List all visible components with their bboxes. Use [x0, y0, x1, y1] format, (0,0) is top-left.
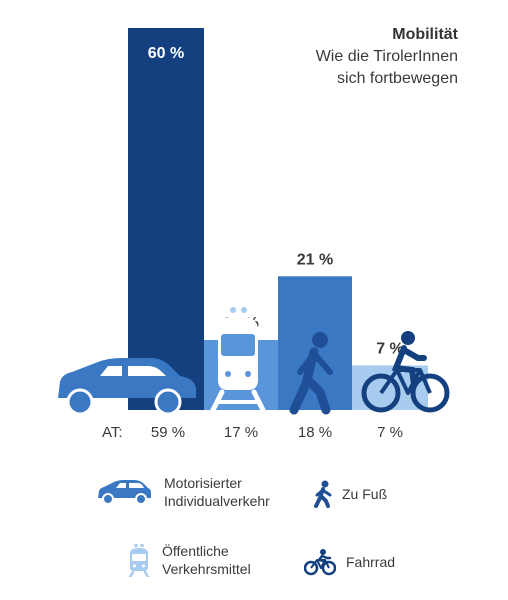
at-label-bike: 7 % — [377, 424, 403, 441]
chart-title: Mobilität — [392, 26, 458, 43]
train-icon — [209, 307, 267, 415]
legend-label-walk: Zu Fuß — [342, 486, 388, 502]
legend-label-motorized: Motorisierter Individualverkehr — [164, 475, 270, 509]
bike-icon — [361, 331, 450, 413]
at-prefix-label: AT: — [102, 424, 123, 441]
at-label-walk: 18 % — [298, 424, 332, 441]
bars-layer: 60 %11 %21 %7 % — [128, 28, 428, 410]
at-label-public: 17 % — [224, 424, 258, 441]
chart-subtitle-line-2: sich fortbewegen — [337, 70, 458, 87]
legend-item-walk: Zu Fuß — [312, 480, 387, 508]
bar-chart: 60 %11 %21 %7 % AT: 59 %17 %18 %7 % — [58, 28, 450, 441]
legend-item-bike: Fahrrad — [304, 548, 395, 576]
legend-label-public: Öffentliche Verkehrsmittel — [162, 543, 251, 577]
car-icon — [98, 480, 151, 505]
value-label-motorized: 60 % — [148, 45, 184, 62]
walk-icon — [289, 332, 333, 415]
bar-motorized — [128, 28, 204, 410]
legend-item-motorized: Motorisierter Individualverkehr — [96, 474, 270, 510]
walk-icon — [314, 480, 332, 508]
chart-subtitle-line-1: Wie die TirolerInnen — [315, 48, 458, 65]
value-label-walk: 21 % — [297, 251, 333, 268]
legend-item-public: Öffentliche Verkehrsmittel — [128, 542, 251, 578]
value-label-bike: 7 % — [376, 340, 404, 357]
car-icon — [58, 358, 196, 416]
at-labels-layer: 59 % 17 % 18 % 7 % — [151, 424, 403, 441]
at-label-motorized: 59 % — [151, 424, 185, 441]
bike-icon — [304, 549, 336, 576]
train-icon — [128, 543, 150, 577]
legend-label-bike: Fahrrad — [346, 554, 396, 570]
chart-title-block: Mobilität Wie die TirolerInnen sich fort… — [316, 24, 458, 90]
